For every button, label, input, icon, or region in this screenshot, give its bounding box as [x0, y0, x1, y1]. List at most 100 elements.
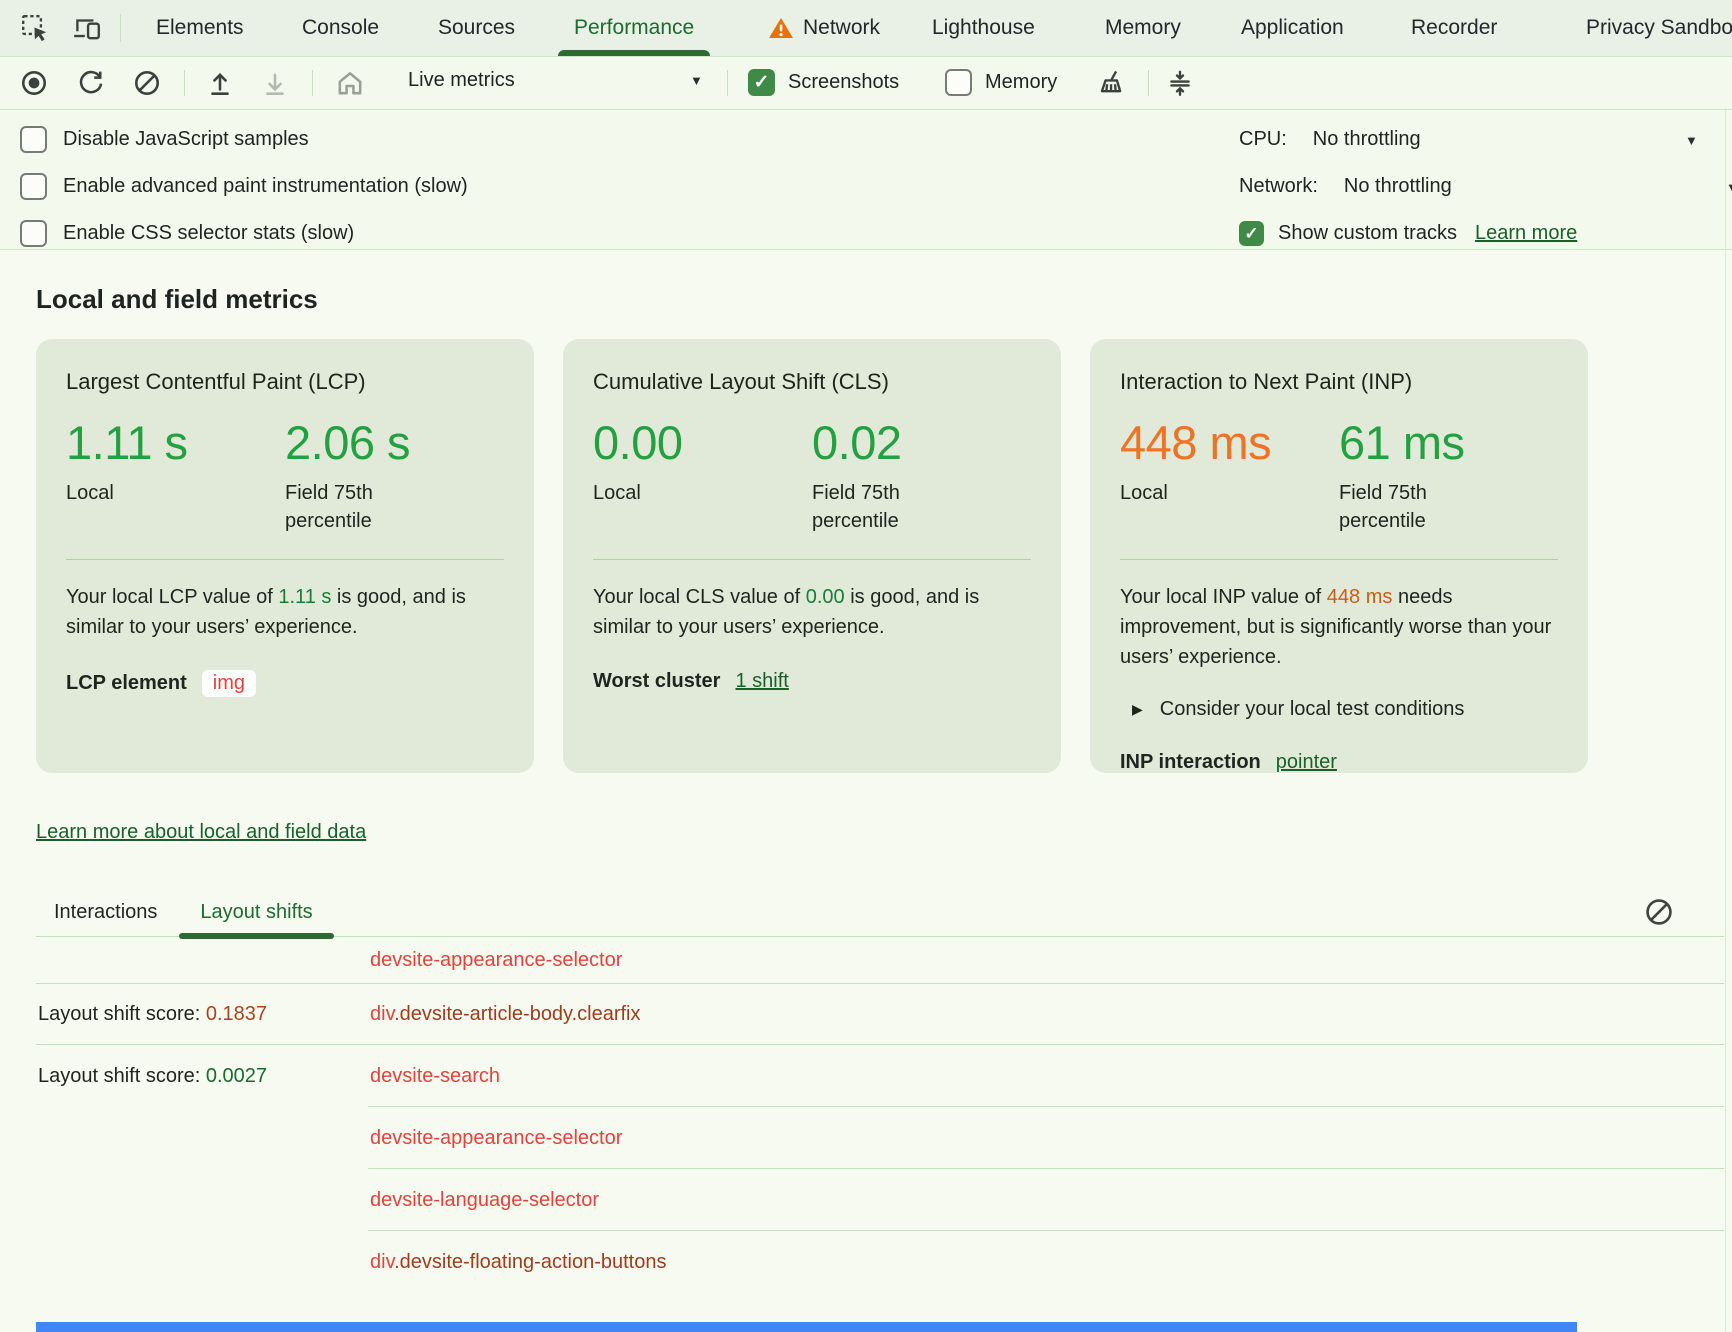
record-icon[interactable]	[18, 67, 50, 99]
show-custom-tracks-checkbox[interactable]: ✓ Show custom tracks Learn more	[1239, 210, 1732, 257]
checkbox-unchecked-icon	[20, 126, 47, 153]
devtools-tab-bar: Elements Console Sources Performance Net…	[0, 0, 1732, 57]
tab-interactions[interactable]: Interactions	[54, 900, 158, 923]
screenshots-checkbox[interactable]: ✓ Screenshots	[748, 69, 899, 96]
element-node-link[interactable]: devsite-language-selector	[370, 1188, 600, 1211]
table-row: devsite-appearance-selector	[36, 937, 1724, 984]
download-profile-icon[interactable]	[259, 67, 291, 99]
lcp-local-value: 1.11 s	[66, 416, 188, 469]
card-divider	[66, 559, 504, 560]
local-label: Local	[66, 482, 114, 504]
element-node-link[interactable]: devsite-search	[370, 1064, 501, 1087]
local-test-conditions-disclosure[interactable]: ▶ Consider your local test conditions	[1132, 698, 1465, 720]
cpu-throttling-select[interactable]: CPU: No throttling ▼	[1239, 128, 1698, 150]
cls-field-value: 0.02	[812, 416, 902, 469]
table-row: Layout shift score: 0.1837 div.devsite-a…	[36, 984, 1724, 1045]
element-node-link[interactable]: div.devsite-floating-action-buttons	[370, 1250, 667, 1273]
memory-checkbox[interactable]: Memory	[945, 69, 1057, 96]
inp-interaction-label: INP interaction	[1120, 751, 1261, 773]
device-toolbar-icon[interactable]	[70, 11, 104, 45]
lcp-element-label: LCP element	[66, 672, 187, 694]
tab-lighthouse[interactable]: Lighthouse	[932, 16, 1035, 39]
disclosure-triangle-icon: ▶	[1132, 701, 1143, 717]
chevron-down-icon[interactable]: ▼	[690, 73, 703, 88]
field-label: Field 75th percentile	[812, 482, 900, 532]
table-row: div.devsite-floating-action-buttons	[36, 1231, 1724, 1293]
upload-profile-icon[interactable]	[204, 67, 236, 99]
css-selector-stats-checkbox[interactable]: Enable CSS selector stats (slow)	[20, 210, 468, 257]
toolbar-separator	[1148, 70, 1149, 96]
reload-record-icon[interactable]	[75, 67, 107, 99]
clear-icon[interactable]	[131, 67, 163, 99]
lcp-card: Largest Contentful Paint (LCP) 1.11 s Lo…	[36, 339, 534, 773]
inp-description: Your local INP value of 448 ms needs imp…	[1120, 586, 1552, 668]
live-metrics-view: Local and field metrics Largest Contentf…	[0, 250, 1732, 1293]
tab-performance[interactable]: Performance	[557, 0, 711, 56]
metric-cards: Largest Contentful Paint (LCP) 1.11 s Lo…	[36, 339, 1588, 773]
card-divider	[1120, 559, 1558, 560]
lcp-description: Your local LCP value of 1.11 s is good, …	[66, 586, 466, 638]
advanced-paint-checkbox[interactable]: Enable advanced paint instrumentation (s…	[20, 163, 468, 210]
cls-local-value: 0.00	[593, 416, 683, 469]
checkbox-checked-icon: ✓	[1239, 221, 1264, 246]
toolbar-separator	[312, 70, 313, 96]
live-metrics-logs: Interactions Layout shifts devsite-appea…	[36, 888, 1724, 1293]
checkbox-unchecked-icon	[20, 220, 47, 247]
layout-shift-score: 0.0027	[205, 1064, 268, 1087]
layout-shift-rows: devsite-appearance-selector Layout shift…	[36, 937, 1724, 1293]
tab-sources[interactable]: Sources	[438, 16, 516, 39]
collapse-sections-icon[interactable]	[1164, 67, 1196, 99]
card-divider	[593, 559, 1031, 560]
inp-interaction-link[interactable]: pointer	[1275, 751, 1337, 773]
disable-js-samples-checkbox[interactable]: Disable JavaScript samples	[20, 116, 468, 163]
clear-log-icon[interactable]	[1643, 896, 1675, 928]
checkbox-unchecked-icon	[945, 69, 972, 96]
worst-cluster-label: Worst cluster	[593, 670, 721, 692]
selection-highlight	[36, 1322, 1577, 1332]
inp-local-value: 448 ms	[1120, 416, 1272, 469]
scrollbar-gutter	[1725, 108, 1726, 1332]
element-node-link[interactable]: div.devsite-article-body.clearfix	[370, 1002, 641, 1025]
table-row: devsite-appearance-selector	[36, 1107, 1724, 1169]
performance-toolbar: Live metrics ▼ ✓ Screenshots Memory	[0, 57, 1732, 110]
card-title: Cumulative Layout Shift (CLS)	[593, 369, 889, 394]
lcp-element-node-link[interactable]: img	[201, 670, 257, 697]
tab-layout-shifts[interactable]: Layout shifts	[179, 888, 335, 939]
logs-tab-bar: Interactions Layout shifts	[36, 888, 1724, 939]
tab-memory[interactable]: Memory	[1105, 16, 1181, 39]
worst-cluster-link[interactable]: 1 shift	[735, 670, 789, 692]
network-throttling-select[interactable]: Network: No throttling ▼	[1239, 163, 1732, 210]
checkbox-unchecked-icon	[20, 173, 47, 200]
lcp-field-value: 2.06 s	[285, 416, 411, 469]
home-live-metrics-icon[interactable]	[334, 67, 366, 99]
toolbar-separator	[184, 70, 185, 96]
card-title: Largest Contentful Paint (LCP)	[66, 369, 366, 394]
tab-application[interactable]: Application	[1241, 16, 1344, 39]
learn-more-field-data-link[interactable]: Learn more about local and field data	[36, 821, 367, 843]
card-title: Interaction to Next Paint (INP)	[1120, 369, 1413, 394]
network-warning-icon	[768, 16, 794, 40]
element-node-link[interactable]: devsite-appearance-selector	[370, 948, 623, 971]
collect-garbage-icon[interactable]	[1096, 67, 1128, 99]
tab-recorder[interactable]: Recorder	[1411, 16, 1498, 39]
local-label: Local	[1120, 482, 1168, 504]
toolbar-separator	[727, 70, 728, 96]
custom-tracks-learn-more-link[interactable]: Learn more	[1474, 222, 1578, 244]
tabbar-separator	[120, 14, 121, 42]
field-label: Field 75th percentile	[285, 482, 373, 532]
chevron-down-icon: ▼	[1726, 180, 1732, 195]
table-row: Layout shift score: 0.0027 devsite-searc…	[36, 1045, 1724, 1107]
checkbox-checked-icon: ✓	[748, 69, 775, 96]
mode-selector[interactable]: Live metrics	[408, 69, 515, 91]
tab-privacy-sandbox[interactable]: Privacy Sandbox	[1586, 16, 1732, 39]
tab-console[interactable]: Console	[302, 16, 380, 39]
table-row: devsite-language-selector	[36, 1169, 1724, 1231]
inspect-element-icon[interactable]	[18, 11, 52, 45]
inp-field-value: 61 ms	[1339, 416, 1465, 469]
element-node-link[interactable]: devsite-appearance-selector	[370, 1126, 623, 1149]
inp-card: Interaction to Next Paint (INP) 448 ms L…	[1090, 339, 1588, 773]
page-title: Local and field metrics	[36, 284, 318, 314]
tab-elements[interactable]: Elements	[156, 16, 244, 39]
local-label: Local	[593, 482, 641, 504]
tab-network[interactable]: Network	[768, 0, 880, 56]
